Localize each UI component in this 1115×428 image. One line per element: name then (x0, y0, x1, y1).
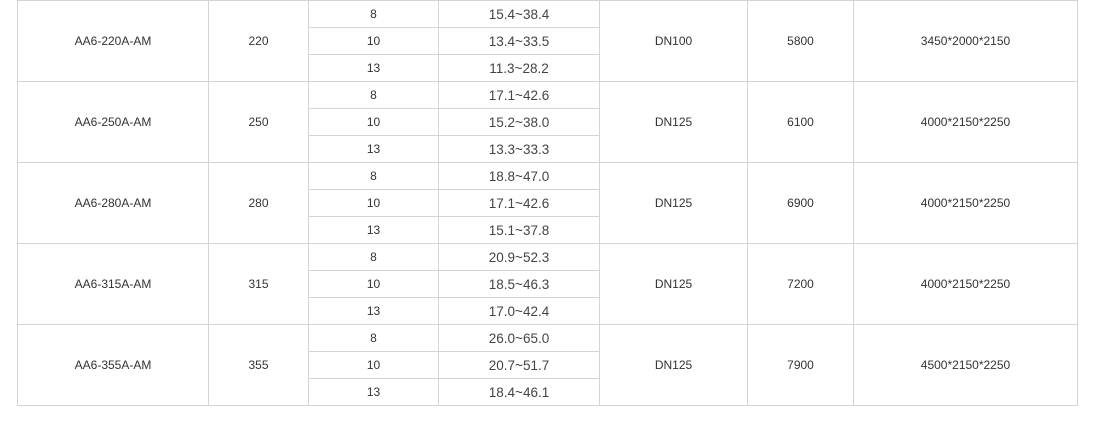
spec-table: AA6-220A-AM 220 8 15.4~38.4 DN100 5800 3450*20… (17, 0, 1078, 406)
power-cell: 355 (208, 324, 309, 406)
model-cell: AA6-315A-AM (17, 243, 209, 325)
weight-cell: 7900 (747, 324, 854, 406)
model-cell: AA6-280A-AM (17, 162, 209, 244)
range-cell: 20.9~52.3 (438, 243, 600, 271)
range-cell: 17.1~42.6 (438, 81, 600, 109)
dimensions-cell: 4000*2150*2250 (853, 162, 1078, 244)
power-cell: 220 (208, 0, 309, 82)
table-row: 13 11.3~28.2 (18, 54, 1078, 82)
table-row: 10 17.1~42.6 (18, 189, 1078, 217)
dimensions-cell: 3450*2000*2150 (853, 0, 1078, 82)
pressure-cell: 10 (308, 27, 439, 55)
range-cell: 13.3~33.3 (438, 135, 600, 163)
outlet-cell: DN125 (599, 243, 748, 325)
pressure-cell: 10 (308, 108, 439, 136)
range-cell: 15.1~37.8 (438, 216, 600, 244)
power-cell: 280 (208, 162, 309, 244)
table-row: AA6-220A-AM 220 8 15.4~38.4 DN100 5800 3450*20… (17, 0, 1078, 82)
range-cell: 18.5~46.3 (438, 270, 600, 298)
table-row: 10 15.2~38.0 (18, 108, 1078, 136)
range-cell: 17.0~42.4 (438, 297, 600, 325)
range-cell: 13.4~33.5 (438, 27, 600, 55)
model-cell: AA6-355A-AM (17, 324, 209, 406)
power-cell: 315 (208, 243, 309, 325)
range-cell: 11.3~28.2 (438, 54, 600, 82)
pressure-cell: 13 (308, 135, 439, 163)
dimensions-cell: 4000*2150*2250 (853, 81, 1078, 163)
range-cell: 18.4~46.1 (438, 378, 600, 406)
weight-cell: 7200 (747, 243, 854, 325)
table-row: 13 18.4~46.1 (18, 378, 1078, 406)
pressure-cell: 8 (308, 324, 439, 352)
outlet-cell: DN125 (599, 324, 748, 406)
table-row: 13 13.3~33.3 (18, 135, 1078, 163)
dimensions-cell: 4000*2150*2250 (853, 243, 1078, 325)
dimensions-cell: 4500*2150*2250 (853, 324, 1078, 406)
table-row: 13 15.1~37.8 (18, 216, 1078, 244)
pressure-cell: 8 (308, 81, 439, 109)
pressure-cell: 8 (308, 162, 439, 190)
pressure-cell: 13 (308, 54, 439, 82)
model-cell: AA6-220A-AM (17, 0, 209, 82)
spec-table-body: AA6-220A-AM 220 8 15.4~38.4 DN100 5800 3450*20… (17, 0, 1078, 406)
table-row: 10 13.4~33.5 (18, 27, 1078, 55)
table-row: 10 18.5~46.3 (18, 270, 1078, 298)
outlet-cell: DN100 (599, 0, 748, 82)
pressure-cell: 13 (308, 216, 439, 244)
pressure-cell: 13 (308, 378, 439, 406)
pressure-cell: 10 (308, 351, 439, 379)
model-cell: AA6-250A-AM (17, 81, 209, 163)
table-row: AA6-280A-AM 280 8 18.8~47.0 DN125 6900 4000*21… (17, 162, 1078, 244)
pressure-cell: 10 (308, 270, 439, 298)
range-cell: 20.7~51.7 (438, 351, 600, 379)
range-cell: 26.0~65.0 (438, 324, 600, 352)
power-cell: 250 (208, 81, 309, 163)
pressure-cell: 10 (308, 189, 439, 217)
table-row: AA6-355A-AM 355 8 26.0~65.0 DN125 7900 4500*21… (17, 324, 1078, 406)
outlet-cell: DN125 (599, 162, 748, 244)
weight-cell: 6100 (747, 81, 854, 163)
range-cell: 15.2~38.0 (438, 108, 600, 136)
range-cell: 18.8~47.0 (438, 162, 600, 190)
table-row: AA6-250A-AM 250 8 17.1~42.6 DN125 6100 4000*21… (17, 81, 1078, 163)
range-cell: 17.1~42.6 (438, 189, 600, 217)
range-cell: 15.4~38.4 (438, 0, 600, 28)
weight-cell: 5800 (747, 0, 854, 82)
pressure-cell: 8 (308, 0, 439, 28)
weight-cell: 6900 (747, 162, 854, 244)
table-row: AA6-315A-AM 315 8 20.9~52.3 DN125 7200 4000*21… (17, 243, 1078, 325)
table-row: 13 17.0~42.4 (18, 297, 1078, 325)
pressure-cell: 13 (308, 297, 439, 325)
pressure-cell: 8 (308, 243, 439, 271)
outlet-cell: DN125 (599, 81, 748, 163)
